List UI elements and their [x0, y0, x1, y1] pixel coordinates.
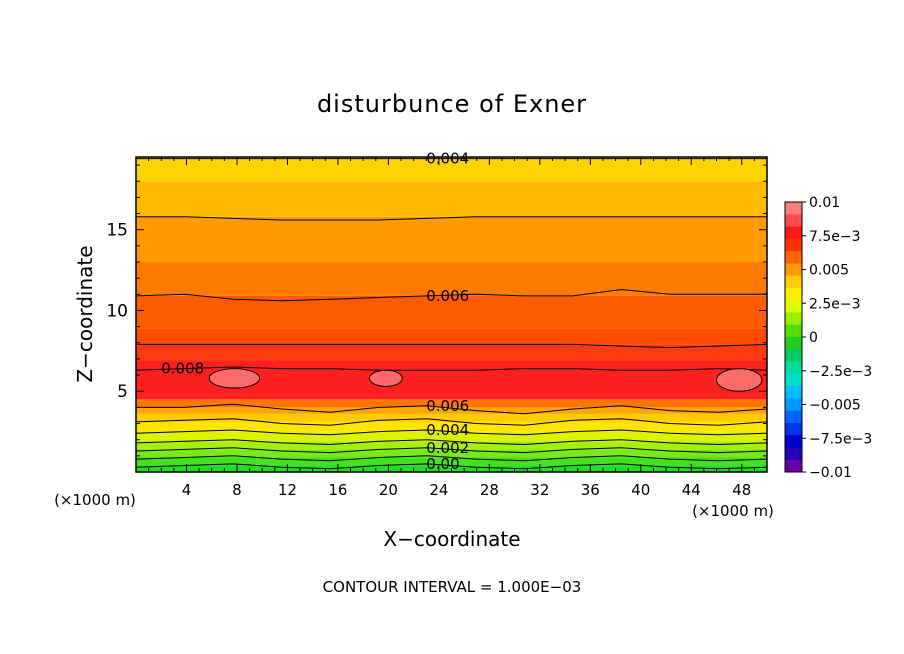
- band-1: [136, 457, 767, 466]
- colorbar-label: −0.01: [809, 465, 852, 481]
- contour-label-9: 0.006: [426, 287, 469, 305]
- colorbar-swatch: [785, 202, 802, 215]
- colorbar-swatch: [785, 300, 802, 313]
- colorbar-swatch: [785, 435, 802, 448]
- colorbar-swatch: [785, 312, 802, 326]
- colorbar-swatch: [785, 410, 802, 424]
- contour-label-0: 0.00: [426, 455, 459, 473]
- colorbar-swatch: [785, 287, 802, 301]
- x-tick-label: 12: [278, 481, 297, 499]
- colorbar-label: −7.5e−3: [809, 431, 872, 447]
- chart-title: disturbunce of Exner: [317, 90, 587, 118]
- contour-line-5: [135, 418, 768, 426]
- colorbar-label: −0.005: [809, 398, 861, 414]
- colorbar-swatch: [785, 337, 802, 350]
- colorbar-labels: 0.01 7.5e−3 0.005 2.5e−3 0 −2.5e−3 −0.005 −7.5e…: [809, 195, 872, 481]
- colorbar-swatch: [785, 214, 802, 228]
- colorbar-label: −2.5e−3: [809, 364, 872, 380]
- band-3: [136, 441, 767, 450]
- colorbar-label: 0.01: [809, 195, 840, 211]
- contour-label-11: 0.004: [426, 150, 469, 168]
- band-5: [136, 421, 767, 432]
- contour-line-10: [136, 216, 767, 221]
- x-tick-label: 20: [379, 481, 398, 499]
- contour-line-0: [135, 463, 768, 470]
- band-14: [136, 216, 767, 262]
- y-axis-label: Z−coordinate: [73, 245, 97, 382]
- band-4: [136, 431, 767, 442]
- x-tick-label: 44: [682, 481, 701, 499]
- y-tick-label: 10: [106, 301, 128, 321]
- closed-contour-1: [368, 369, 403, 387]
- contour-line-6: [136, 403, 768, 415]
- colorbar-swatch: [785, 422, 802, 436]
- colorbar-swatch: [785, 361, 802, 375]
- colorbar-swatch: [785, 447, 802, 461]
- x-tick-label: 4: [182, 481, 192, 499]
- closed-contour-2: [716, 368, 763, 392]
- contour-label-6: 0.006: [426, 397, 469, 415]
- contour-interval-note: CONTOUR INTERVAL = 1.000E−03: [323, 578, 582, 596]
- band-15: [136, 181, 767, 217]
- band-13: [136, 262, 767, 296]
- y-tick-label: 15: [106, 221, 128, 241]
- x-tick-labels: 4 8 12 16 20 24 28 32 36 40 44 48: [182, 481, 752, 499]
- band-10: [136, 344, 767, 361]
- colorbar-swatch: [785, 238, 802, 252]
- contour-lines: [135, 158, 768, 470]
- colorbar-swatch: [785, 386, 802, 399]
- colorbar-label: 2.5e−3: [809, 296, 861, 312]
- x-tick-label: 28: [480, 481, 499, 499]
- colorbar-swatch: [785, 349, 802, 363]
- colorbar-swatch: [785, 263, 802, 277]
- x-tick-label: 24: [429, 481, 448, 499]
- band-6: [136, 413, 767, 422]
- colorbar-swatch: [785, 459, 802, 473]
- x-tick-label: 40: [631, 481, 650, 499]
- axis-ticks: [135, 157, 768, 473]
- x-tick-label: 48: [732, 481, 751, 499]
- colorbar: [784, 201, 806, 473]
- band-11: [136, 328, 767, 345]
- colorbar-swatch: [785, 373, 802, 387]
- contour-line-8: [136, 343, 768, 349]
- contour-line-2: [135, 447, 768, 454]
- closed-contour-0: [208, 368, 261, 389]
- band-2: [136, 449, 767, 458]
- contour-line-3: [135, 439, 768, 446]
- contour-line-7: [135, 366, 768, 371]
- x-tick-label: 16: [328, 481, 347, 499]
- band-12: [136, 295, 767, 329]
- contour-line-4: [135, 429, 768, 436]
- colorbar-swatch: [785, 226, 802, 240]
- colorbar-swatch: [785, 251, 802, 264]
- colorbar-label: 0.005: [809, 263, 849, 279]
- band-7: [136, 407, 767, 414]
- contour-label-7: 0.008: [161, 360, 204, 378]
- color-bands: [136, 157, 767, 472]
- band-16: [136, 157, 767, 182]
- contour-line-1: [135, 455, 768, 462]
- contour-label-2: 0.002: [426, 439, 469, 457]
- colorbar-label: 0: [809, 330, 818, 346]
- x-tick-label: 36: [581, 481, 600, 499]
- y-tick-label: 5: [117, 382, 128, 402]
- x-axis-label: X−coordinate: [383, 527, 520, 551]
- x-tick-label: 32: [530, 481, 549, 499]
- x-unit-left: (×1000 m): [54, 491, 136, 509]
- colorbar-label: 7.5e−3: [809, 229, 861, 245]
- colorbar-swatch: [785, 275, 802, 289]
- band-8: [136, 399, 767, 408]
- x-unit-right: (×1000 m): [692, 502, 774, 520]
- y-tick-labels: 5 10 15: [106, 221, 128, 403]
- x-tick-label: 8: [232, 481, 242, 499]
- colorbar-swatch: [785, 398, 802, 412]
- colorbar-swatch: [785, 324, 802, 338]
- contour-label-4: 0.004: [426, 421, 469, 439]
- contour-line-9: [135, 288, 767, 302]
